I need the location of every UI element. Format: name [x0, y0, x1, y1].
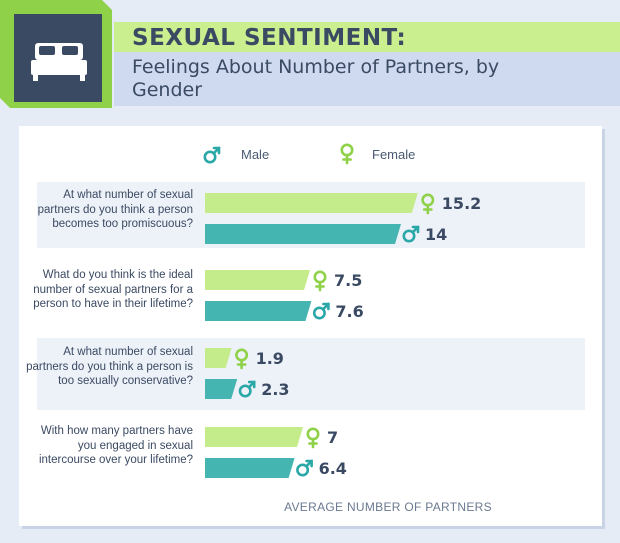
female-icon: [313, 270, 327, 292]
female-value-label-4: 7: [327, 428, 338, 447]
female-bar-4: [205, 427, 303, 447]
female-value-label-1: 15.2: [442, 194, 481, 213]
female-legend-icon: [340, 143, 354, 165]
female-icon: [306, 427, 320, 449]
male-icon: [402, 225, 420, 243]
chart-subtitle: Feelings About Number of Partners, by Ge…: [132, 56, 500, 101]
male-icon: [296, 459, 313, 477]
male-bar-3: [205, 379, 238, 399]
male-icon: [238, 380, 256, 398]
bed-badge: [0, 0, 112, 108]
male-value-label-4: 6.4: [319, 459, 347, 478]
male-bar-1: [205, 224, 401, 244]
female-bar-2: [205, 270, 310, 290]
question-label-1: At what number of sexual partners do you…: [37, 189, 193, 231]
chart-title: SEXUAL SENTIMENT:: [132, 25, 407, 51]
x-axis-label: AVERAGE NUMBER OF PARTNERS: [284, 500, 492, 514]
male-icon: [312, 302, 330, 320]
female-value-label-3: 1.9: [256, 349, 284, 368]
male-value-label-1: 14: [425, 225, 447, 244]
male-legend-icon: [203, 146, 221, 164]
male-value-label-2: 7.6: [335, 302, 363, 321]
header: SEXUAL SENTIMENT: Feelings About Number …: [0, 0, 620, 112]
female-value-label-2: 7.5: [334, 271, 362, 290]
question-label-2: What do you think is the ideal number of…: [33, 269, 193, 311]
question-label-4: With how many partners have you engaged …: [38, 425, 193, 467]
female-bar-3: [205, 348, 232, 368]
subtitle-band: [114, 52, 620, 106]
legend-label-female: Female: [372, 147, 416, 162]
question-band-3: [37, 338, 585, 410]
title-band: [114, 22, 620, 52]
male-bar-4: [205, 458, 295, 478]
female-icon: [235, 348, 249, 370]
female-bar-1: [205, 193, 418, 213]
female-icon: [421, 193, 435, 215]
male-bar-2: [205, 301, 312, 321]
question-label-3: At what number of sexual partners do you…: [26, 346, 193, 388]
bed-icon: [31, 43, 87, 81]
legend-label-male: Male: [241, 147, 270, 162]
male-value-label-3: 2.3: [261, 380, 289, 399]
